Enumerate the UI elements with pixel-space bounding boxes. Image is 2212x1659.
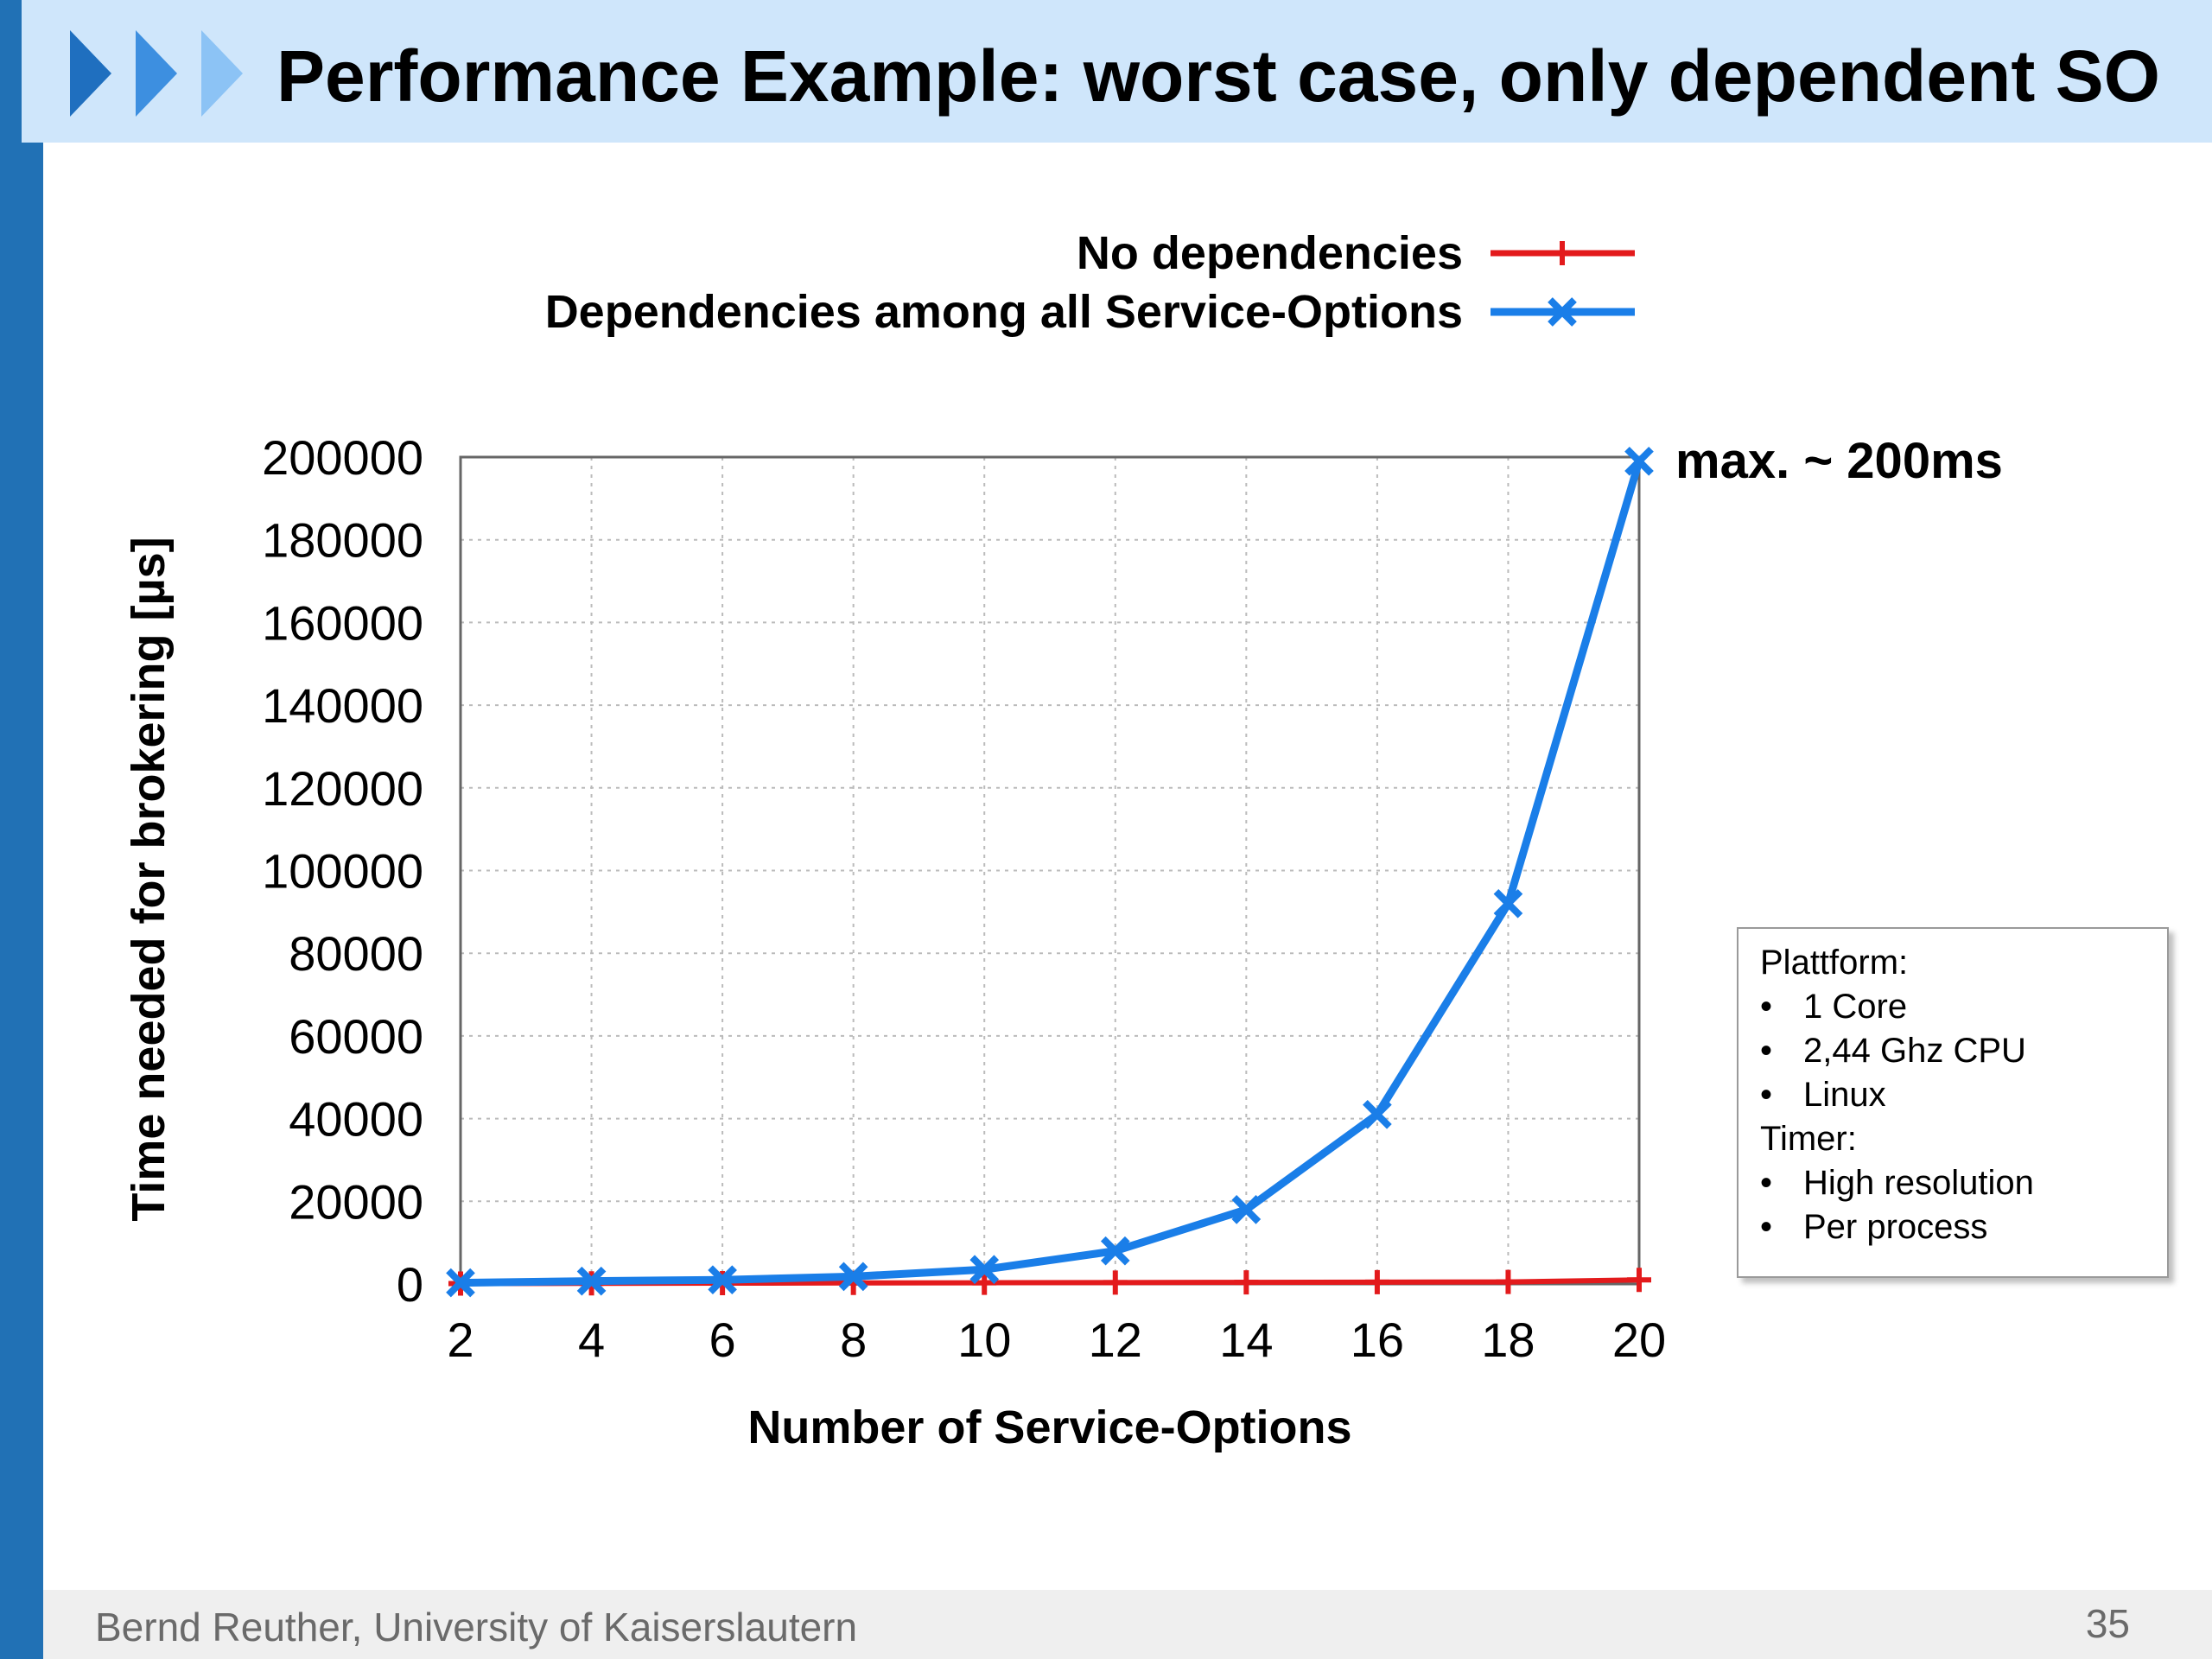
timer-item: High resolution: [1760, 1161, 2167, 1205]
data-point: [708, 1265, 737, 1295]
footer-author: Bernd Reuther, University of Kaiserslaut…: [95, 1605, 858, 1649]
grid: [461, 457, 1639, 1284]
timer-list: High resolution Per process: [1760, 1161, 2167, 1249]
platform-heading: Plattform:: [1760, 944, 1909, 982]
data-point: [1100, 1236, 1130, 1266]
x-tick-label: 6: [709, 1313, 736, 1367]
timer-heading: Timer:: [1760, 1120, 1857, 1158]
y-tick-label: 20000: [289, 1174, 423, 1229]
y-tick-label: 200000: [262, 430, 423, 485]
legend-label: No dependencies: [1077, 227, 1463, 279]
y-axis-label: Time needed for brokering [µs]: [123, 537, 175, 1221]
x-tick-label: 12: [1089, 1313, 1142, 1367]
x-tick-label: 16: [1351, 1313, 1404, 1367]
y-tick-labels: 0 20000 40000 60000 80000 100000 120000 140000 1…: [262, 430, 423, 1312]
timer-item: Per process: [1760, 1205, 2167, 1249]
x-tick-label: 8: [840, 1313, 867, 1367]
data-point: [1364, 1269, 1389, 1294]
legend-marker: [1550, 241, 1574, 265]
triple-arrow-icon: [70, 30, 243, 117]
y-tick-label: 100000: [262, 844, 423, 899]
y-tick-label: 160000: [262, 595, 423, 650]
legend-marker: [1548, 297, 1577, 327]
slide-header: [22, 0, 2212, 143]
series: [446, 446, 1654, 1298]
data-point: [838, 1262, 868, 1292]
y-tick-label: 40000: [289, 1092, 423, 1147]
platform-item: 1 Core: [1760, 985, 2167, 1029]
max-annotation: max. ~ 200ms: [1675, 433, 2003, 489]
data-point: [1627, 1268, 1651, 1293]
left-accent-bar: [0, 0, 43, 1659]
x-tick-label: 18: [1481, 1313, 1535, 1367]
x-tick-labels: 2 4 6 8 10 12 14 16 18 20: [447, 1313, 1666, 1367]
y-tick-label: 60000: [289, 1009, 423, 1064]
data-point: [446, 1268, 475, 1298]
platform-item: Linux: [1760, 1073, 2167, 1117]
legend-label: Dependencies among all Service-Options: [545, 286, 1463, 338]
y-tick-label: 0: [397, 1257, 423, 1312]
legend: No dependencies Dependencies among all Se…: [545, 227, 1635, 338]
y-tick-label: 80000: [289, 926, 423, 981]
series-line-1: [460, 460, 1643, 1287]
y-tick-label: 120000: [262, 761, 423, 816]
slide-title: Performance Example: worst case, only de…: [276, 35, 2161, 117]
data-point: [1234, 1270, 1259, 1295]
data-point: [1493, 888, 1523, 918]
slide-footer: [43, 1590, 2212, 1659]
x-axis-label: Number of Service-Options: [747, 1402, 1351, 1453]
data-point: [1496, 1269, 1521, 1294]
data-point: [972, 1270, 997, 1295]
data-point: [969, 1255, 1000, 1285]
platform-list: 1 Core 2,44 Ghz CPU Linux: [1760, 985, 2167, 1117]
x-tick-label: 2: [447, 1313, 474, 1367]
y-tick-label: 180000: [262, 513, 423, 568]
data-point: [1103, 1270, 1128, 1295]
data-point: [1231, 1195, 1262, 1224]
x-tick-label: 10: [957, 1313, 1011, 1367]
x-tick-label: 14: [1219, 1313, 1273, 1367]
data-point: [1624, 446, 1654, 476]
x-tick-label: 20: [1612, 1313, 1666, 1367]
chart: 0 20000 40000 60000 80000 100000 120000 140000 1…: [123, 227, 2003, 1453]
x-tick-label: 4: [578, 1313, 605, 1367]
data-point: [576, 1266, 607, 1296]
platform-info-box: Plattform: 1 Core 2,44 Ghz CPU Linux Tim…: [1737, 927, 2169, 1278]
data-point: [1363, 1099, 1392, 1129]
page-number: 35: [2085, 1601, 2130, 1646]
y-tick-label: 140000: [262, 678, 423, 733]
platform-item: 2,44 Ghz CPU: [1760, 1029, 2167, 1073]
